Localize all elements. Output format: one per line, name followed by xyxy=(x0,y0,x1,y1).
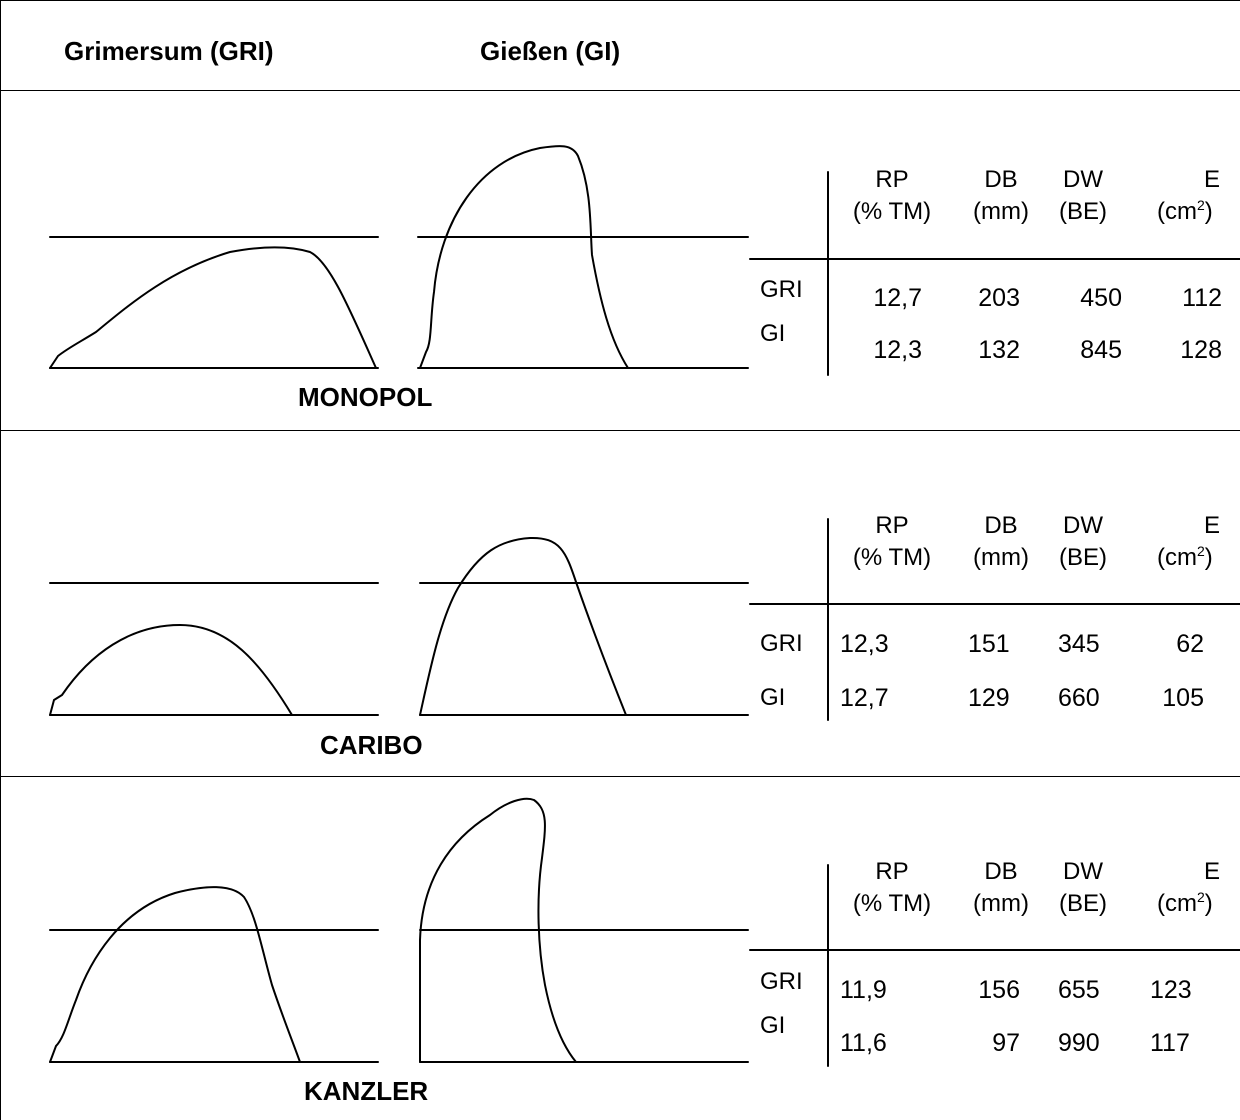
col-header-dw: DW xyxy=(1063,858,1103,885)
col-header-rp: RP xyxy=(875,166,909,193)
table-rules xyxy=(749,171,1240,1067)
col-unit-dw: (BE) xyxy=(1059,198,1107,225)
value-e-gi: 117 xyxy=(1150,1029,1190,1057)
variety-label-caribo: CARIBO xyxy=(320,730,423,760)
root-profile-gri xyxy=(49,624,293,716)
col-unit-e: (cm2) xyxy=(1157,889,1213,917)
row-label-gri: GRI xyxy=(760,968,803,995)
value-dw-gri: 345 xyxy=(1058,630,1100,658)
section-caribo-drawings xyxy=(49,536,749,716)
root-profile-gi xyxy=(419,145,629,369)
col-header-e: E xyxy=(1203,166,1220,193)
col-header-e: E xyxy=(1203,512,1220,539)
value-rp-gri: 12,3 xyxy=(840,630,889,658)
col-unit-e: (cm2) xyxy=(1157,197,1213,225)
col-unit-dw: (BE) xyxy=(1059,544,1107,571)
col-unit-db: (mm) xyxy=(973,544,1029,571)
divider-header xyxy=(0,90,1240,91)
col-header-db: DB xyxy=(984,166,1018,193)
value-dw-gri: 655 xyxy=(1058,976,1100,1004)
row-label-gi: GI xyxy=(760,320,786,347)
col-header-db: DB xyxy=(984,512,1018,539)
value-rp-gi: 12,3 xyxy=(873,336,922,364)
col-header-rp: RP xyxy=(875,858,909,885)
value-rp-gri: 12,7 xyxy=(873,284,922,312)
value-rp-gri: 11,9 xyxy=(840,976,887,1004)
value-db-gri: 203 xyxy=(978,284,1020,312)
col-header-rp: RP xyxy=(875,512,909,539)
row-label-gri: GRI xyxy=(760,276,803,303)
value-e-gri: 123 xyxy=(1150,976,1192,1004)
section-kanzler-drawings xyxy=(49,797,749,1063)
divider-1 xyxy=(0,430,1240,431)
header-grimersum: Grimersum (GRI) xyxy=(64,36,274,66)
value-db-gi: 132 xyxy=(978,336,1020,364)
value-dw-gri: 450 xyxy=(1080,284,1122,312)
value-dw-gi: 845 xyxy=(1080,336,1122,364)
value-db-gri: 156 xyxy=(978,976,1020,1004)
root-profile-gi xyxy=(419,536,627,716)
value-db-gri: 151 xyxy=(968,630,1010,658)
row-label-gi: GI xyxy=(760,1012,786,1039)
col-header-db: DB xyxy=(984,858,1018,885)
variety-label-kanzler: KANZLER xyxy=(304,1076,429,1106)
value-e-gi: 128 xyxy=(1180,336,1222,364)
row-label-gri: GRI xyxy=(760,630,803,657)
root-profile-gri xyxy=(49,246,377,369)
col-header-dw: DW xyxy=(1063,166,1103,193)
col-unit-rp: (% TM) xyxy=(852,198,932,225)
col-unit-rp: (% TM) xyxy=(852,544,932,571)
col-header-dw: DW xyxy=(1063,512,1103,539)
value-rp-gi: 12,7 xyxy=(840,684,889,712)
row-label-gi: GI xyxy=(760,684,786,711)
value-rp-gi: 11,6 xyxy=(840,1029,887,1057)
value-e-gri: 62 xyxy=(1176,630,1204,658)
header-giessen: Gießen (GI) xyxy=(480,36,621,66)
value-e-gi: 105 xyxy=(1162,684,1204,712)
col-unit-dw: (BE) xyxy=(1059,890,1107,917)
section-monopol-drawings xyxy=(49,145,749,369)
col-unit-rp: (% TM) xyxy=(852,890,932,917)
root-profile-gri xyxy=(49,886,301,1063)
col-unit-db: (mm) xyxy=(973,198,1029,225)
col-unit-e: (cm2) xyxy=(1157,543,1213,571)
value-dw-gi: 990 xyxy=(1058,1029,1100,1057)
col-unit-db: (mm) xyxy=(973,890,1029,917)
root-profile-gi xyxy=(419,797,577,1063)
col-header-e: E xyxy=(1203,858,1220,885)
value-db-gi: 97 xyxy=(992,1029,1020,1057)
divider-2 xyxy=(0,776,1240,777)
variety-label-monopol: MONOPOL xyxy=(298,382,433,412)
value-e-gri: 112 xyxy=(1182,284,1222,312)
value-dw-gi: 660 xyxy=(1058,684,1100,712)
value-db-gi: 129 xyxy=(968,684,1010,712)
